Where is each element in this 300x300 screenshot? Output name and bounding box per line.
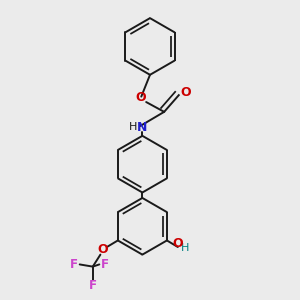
Text: F: F: [89, 279, 97, 292]
Text: H: H: [181, 243, 190, 253]
Text: O: O: [135, 91, 146, 104]
Text: O: O: [181, 86, 191, 99]
Text: F: F: [70, 258, 78, 271]
Text: O: O: [97, 243, 108, 256]
Text: F: F: [101, 258, 109, 271]
Text: N: N: [137, 121, 148, 134]
Text: O: O: [172, 237, 183, 250]
Text: H: H: [128, 122, 137, 132]
